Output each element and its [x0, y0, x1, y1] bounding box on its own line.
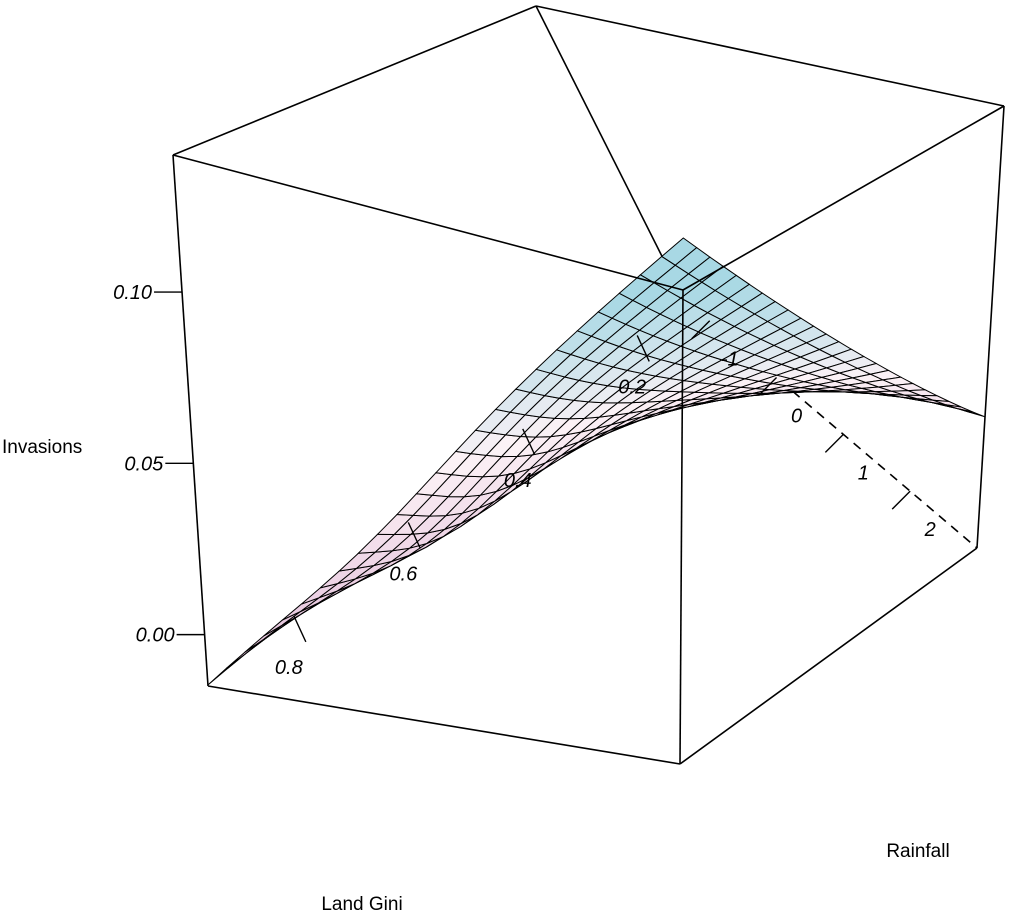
box-edge-front-floor — [207, 685, 681, 765]
x-tick-label: 0.8 — [275, 657, 303, 679]
x-axis-label: Land Gini — [321, 894, 402, 915]
front-box-lines — [172, 105, 1005, 765]
x-tick-mark — [407, 522, 421, 549]
box-edge-top-back — [535, 5, 1005, 107]
back-box-lines — [172, 5, 1005, 549]
surface-facet — [281, 597, 320, 621]
y-tick-label: 2 — [924, 519, 936, 541]
box-edge-front-vertical — [679, 289, 684, 765]
box-edge-top-back — [172, 5, 537, 156]
z-tick-label: 0.10 — [113, 282, 152, 304]
y-axis-label: Rainfall — [886, 841, 949, 862]
z-tick-label: 0.05 — [124, 453, 164, 475]
y-tick-label: 1 — [858, 462, 869, 484]
y-tick-mark — [691, 320, 711, 340]
box-edge-front-floor — [679, 547, 978, 765]
y-tick-label: 0 — [791, 406, 802, 428]
x-tick-label: 0.6 — [389, 563, 418, 585]
y-tick-mark — [824, 433, 844, 453]
axis-ticks: 0.8 0.6 0.4 0.2 -1 0 1 2 0.00 0.05 0.10 — [113, 282, 936, 679]
box-edge-top-front — [682, 105, 1005, 291]
z-tick-label: 0.00 — [136, 625, 175, 647]
x-tick-label: 0.2 — [618, 376, 646, 398]
surface-mesh — [207, 237, 986, 686]
box-edge-top-front — [172, 154, 684, 291]
x-tick-mark — [522, 428, 536, 456]
box-edge-back-vertical — [535, 5, 684, 299]
x-tick-mark — [293, 615, 307, 643]
x-tick-label: 0.4 — [504, 470, 532, 492]
z-axis-label: Invasions — [2, 437, 82, 458]
surface-facet — [957, 408, 986, 418]
y-tick-mark — [758, 377, 778, 397]
x-tick-mark — [636, 335, 650, 362]
y-tick-mark — [891, 490, 911, 510]
y-tick-label: -1 — [721, 349, 739, 371]
box-edge-right-vertical — [976, 105, 1005, 549]
box-edge-left-vertical — [172, 154, 209, 687]
